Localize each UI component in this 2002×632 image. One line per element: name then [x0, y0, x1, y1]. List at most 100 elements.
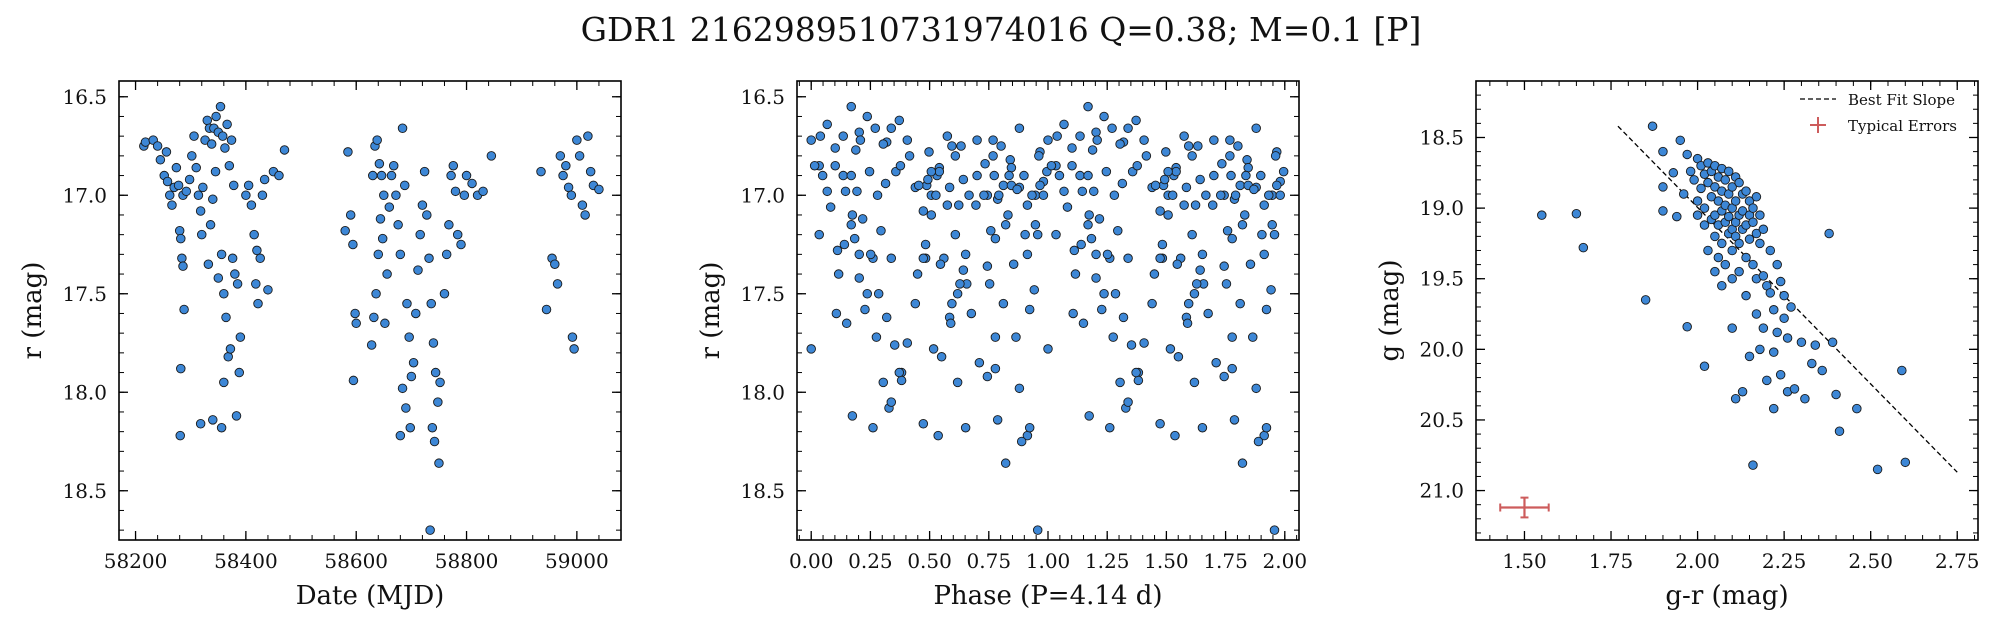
data-point	[1187, 229, 1197, 240]
x-tick-label: 58800	[435, 549, 499, 573]
data-point	[1734, 238, 1744, 249]
data-point	[340, 225, 350, 236]
data-point	[847, 210, 858, 220]
data-point	[1772, 259, 1782, 270]
data-point	[230, 269, 240, 279]
data-point	[176, 233, 186, 244]
data-point	[1668, 168, 1679, 178]
data-point	[1537, 210, 1547, 220]
data-point	[1257, 229, 1267, 240]
y-tick-label: 18.5	[740, 479, 785, 503]
data-point	[1768, 403, 1779, 414]
data-point	[189, 131, 199, 141]
data-point	[181, 186, 192, 197]
data-point	[1091, 249, 1101, 260]
data-point	[140, 137, 151, 147]
data-point	[886, 397, 897, 407]
data-point	[369, 312, 379, 323]
data-point	[419, 166, 430, 177]
data-point	[955, 279, 965, 289]
data-point	[933, 430, 943, 441]
data-point	[895, 160, 906, 171]
data-point	[1748, 217, 1758, 227]
data-point	[966, 308, 977, 319]
x-tick-label: 2.00	[1263, 549, 1308, 573]
data-point	[846, 170, 856, 181]
data-point	[1710, 182, 1720, 192]
data-point	[368, 170, 378, 181]
data-point	[1019, 170, 1029, 181]
data-point	[1157, 239, 1168, 250]
data-point	[393, 220, 403, 230]
data-point	[415, 229, 425, 240]
x-tick-label: 2.75	[1935, 549, 1980, 573]
data-point	[918, 419, 929, 429]
data-point	[1727, 323, 1737, 333]
data-marks	[1537, 121, 1958, 475]
x-axis-label: g-r (mag)	[1665, 581, 1788, 611]
data-point	[171, 162, 182, 173]
data-point	[1068, 308, 1078, 319]
data-point	[822, 186, 832, 197]
data-point	[1043, 344, 1053, 354]
data-point	[165, 190, 175, 201]
best-fit-line	[1617, 125, 1958, 473]
data-point	[348, 239, 358, 250]
data-point	[1751, 309, 1762, 319]
data-point	[372, 135, 382, 145]
data-point	[1159, 174, 1170, 185]
data-point	[1190, 200, 1201, 210]
y-tick-label: 21.0	[1419, 479, 1464, 503]
x-tick-label: 1.50	[1502, 549, 1547, 573]
data-point	[246, 200, 257, 210]
data-point	[1762, 375, 1772, 386]
data-point	[1182, 318, 1193, 329]
data-point	[187, 151, 197, 161]
data-point	[1070, 269, 1081, 279]
data-point	[1155, 419, 1165, 429]
data-point	[1101, 166, 1112, 177]
data-point	[881, 312, 892, 323]
data-point	[873, 289, 884, 299]
data-point	[1091, 273, 1101, 283]
data-point	[1703, 245, 1713, 256]
data-point	[1758, 323, 1769, 333]
legend: Best Fit Slope Typical Errors	[1800, 91, 1957, 135]
data-point	[972, 135, 982, 145]
data-point	[1751, 192, 1762, 202]
data-point	[1270, 151, 1281, 161]
data-point	[860, 304, 870, 315]
data-point	[958, 265, 969, 275]
data-point	[1034, 151, 1044, 161]
data-point	[210, 166, 221, 177]
data-point	[936, 352, 947, 362]
data-point	[960, 249, 971, 260]
data-point	[1099, 111, 1109, 122]
x-tick-label: 58600	[324, 549, 388, 573]
data-point	[1734, 177, 1744, 188]
data-point	[219, 377, 229, 388]
data-point	[167, 200, 177, 210]
data-point	[830, 160, 840, 171]
data-point	[550, 259, 560, 269]
data-point	[1076, 239, 1086, 250]
data-point	[1032, 525, 1043, 535]
data-point	[428, 338, 439, 348]
data-point	[1102, 249, 1113, 260]
data-point	[1741, 290, 1751, 301]
data-point	[257, 190, 268, 201]
data-point	[580, 210, 590, 220]
data-point	[1256, 170, 1266, 181]
data-point	[1038, 190, 1049, 201]
data-point	[1022, 249, 1033, 260]
data-point	[220, 143, 230, 153]
data-point	[1755, 344, 1765, 355]
data-point	[417, 200, 428, 210]
y-tick-label: 16.5	[740, 85, 785, 109]
data-point	[1117, 178, 1128, 189]
data-point	[227, 253, 238, 264]
data-point	[426, 298, 436, 309]
y-tick-label: 17.0	[740, 183, 785, 207]
chart-panel-2: 0.00 0.25 0.50 0.75 1.00 1.25 1.50 1.75 2.00 16.5…	[696, 80, 1308, 611]
